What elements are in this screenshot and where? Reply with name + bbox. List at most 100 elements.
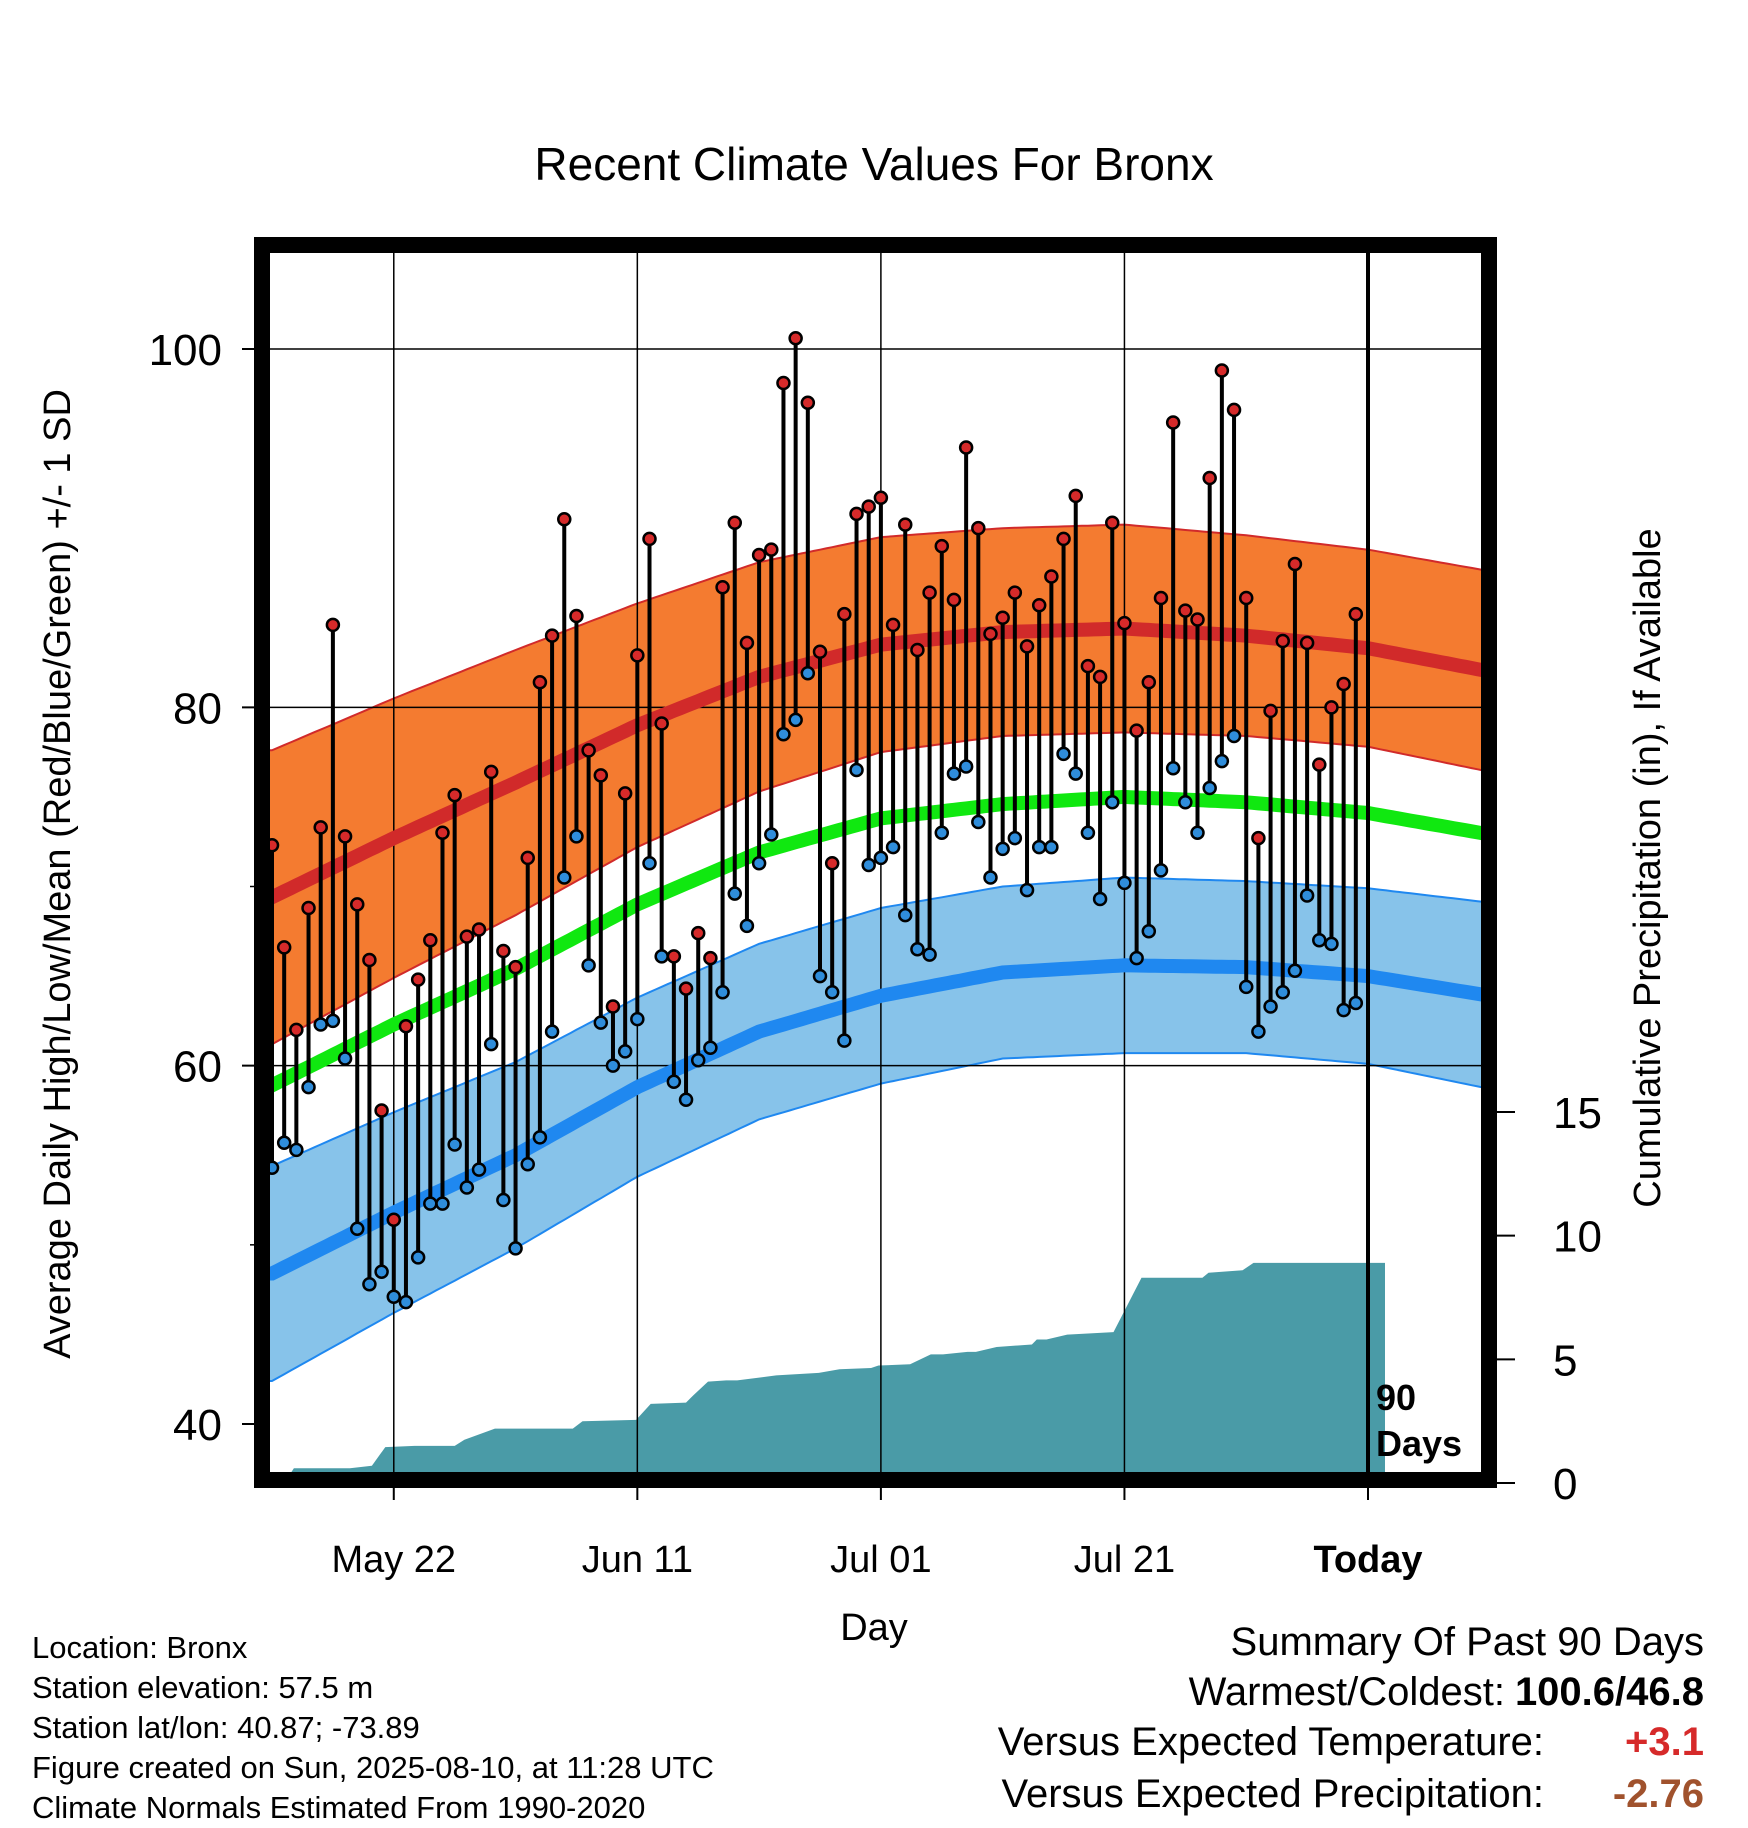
precipitation-value: -2.76 [1612, 1772, 1704, 1816]
daily-low-point [423, 1196, 438, 1211]
daily-low-point [1056, 746, 1071, 762]
daily-high-point [1178, 603, 1193, 618]
daily-low-point [325, 1013, 341, 1029]
daily-low-point [398, 1294, 414, 1310]
daily-low-point [569, 829, 584, 844]
daily-low-point [593, 1015, 609, 1030]
daily-high-point [690, 925, 706, 941]
daily-high-point [435, 825, 450, 840]
daily-high-point [617, 786, 633, 801]
daily-low-point [1312, 933, 1327, 948]
daily-high-point [349, 897, 365, 912]
daily-low-point [617, 1044, 633, 1059]
daily-low-point [727, 886, 743, 901]
daily-low-point [532, 1130, 548, 1145]
station-info: Location: Bronx Station elevation: 57.5 … [32, 1628, 714, 1828]
daily-high-point [410, 972, 426, 987]
daily-low-point [1190, 825, 1205, 840]
daily-high-point [824, 855, 840, 871]
daily-low-point [289, 1142, 304, 1158]
daily-high-point [1153, 590, 1169, 606]
x-axis-label: Day [840, 1607, 908, 1649]
daily-low-point [1178, 795, 1193, 810]
daily-high-point [1299, 635, 1315, 651]
daily-high-point [1129, 723, 1144, 738]
daily-low-point [642, 855, 657, 871]
daily-low-point [922, 947, 937, 962]
daily-low-point [1238, 979, 1254, 995]
daily-high-point [703, 950, 718, 966]
x-tick-label: Today [1313, 1539, 1422, 1581]
daily-high-point [289, 1022, 304, 1038]
daily-low-point [739, 918, 755, 934]
daily-high-point [727, 515, 743, 531]
daily-high-point [1092, 669, 1108, 685]
daily-low-point [812, 968, 828, 984]
daily-high-point [1226, 402, 1242, 418]
daily-high-point [910, 642, 925, 658]
daily-high-point [922, 585, 937, 600]
summary-precipitation-row: Versus Expected Precipitation: -2.76 [1001, 1772, 1704, 1817]
daily-low-point [897, 907, 913, 923]
daily-high-point [739, 635, 755, 651]
daily-low-point [788, 712, 803, 728]
daily-high-point [1251, 830, 1266, 846]
daily-low-point [1324, 936, 1339, 952]
daily-low-point [1165, 761, 1181, 776]
warmest-value: 100.6/46.8 [1514, 1670, 1704, 1714]
daily-high-point [1044, 569, 1059, 584]
y-tick-label: 80 [173, 684, 222, 733]
warmest-label: Warmest/Coldest: [1188, 1670, 1505, 1714]
daily-high-point [764, 542, 779, 557]
daily-low-point [276, 1135, 292, 1150]
today-days-label: Days [1376, 1423, 1462, 1464]
temperature-label: Versus Expected Temperature: [997, 1720, 1544, 1764]
chart-title: Recent Climate Values For Bronx [534, 138, 1213, 190]
precipitation-area [286, 1262, 1385, 1480]
daily-high-point [544, 628, 560, 643]
y-tick-label: 100 [149, 326, 222, 375]
daily-low-point [386, 1289, 402, 1305]
daily-high-point [837, 606, 852, 622]
daily-low-point [1007, 830, 1023, 846]
daily-high-point [459, 929, 475, 944]
daily-high-point [532, 675, 548, 690]
high-sd-band [262, 523, 1489, 1046]
daily-high-point [873, 490, 889, 505]
daily-low-point [1044, 839, 1059, 855]
y2-tick-label: 10 [1553, 1213, 1602, 1262]
daily-low-point [703, 1040, 718, 1055]
daily-high-point [1263, 703, 1278, 719]
daily-high-point [934, 538, 950, 554]
daily-high-point [337, 829, 353, 844]
daily-low-point [410, 1250, 426, 1265]
daily-high-point [1031, 597, 1047, 613]
daily-high-point [1190, 612, 1205, 627]
created-text: Figure created on Sun, 2025-08-10, at 11… [32, 1750, 714, 1785]
daily-low-point [1080, 825, 1096, 840]
daily-low-point [374, 1264, 389, 1279]
daily-low-point [910, 941, 925, 957]
daily-low-point [1251, 1024, 1266, 1039]
daily-high-point [788, 331, 803, 346]
daily-high-point [897, 517, 913, 532]
daily-low-point [1092, 891, 1108, 907]
daily-low-point [1299, 888, 1315, 903]
daily-high-point [1214, 363, 1230, 378]
daily-low-point [435, 1196, 450, 1211]
daily-low-point [654, 949, 669, 964]
daily-high-point [423, 933, 438, 948]
temperature-value: +3.1 [1625, 1720, 1704, 1764]
daily-low-point [995, 841, 1010, 857]
daily-low-point [605, 1058, 621, 1073]
summary-warmest-row: Warmest/Coldest: 100.6/46.8 [1189, 1670, 1704, 1715]
x-tick-label: Jul 21 [1074, 1539, 1175, 1581]
daily-high-point [630, 648, 645, 663]
daily-high-point [946, 592, 962, 608]
daily-low-point [1117, 875, 1132, 891]
daily-high-point [751, 547, 767, 563]
daily-high-point [508, 959, 523, 975]
daily-high-point [1105, 515, 1120, 531]
y-axis-label: Average Daily High/Low/Mean (Red/Blue/Gr… [37, 389, 79, 1359]
